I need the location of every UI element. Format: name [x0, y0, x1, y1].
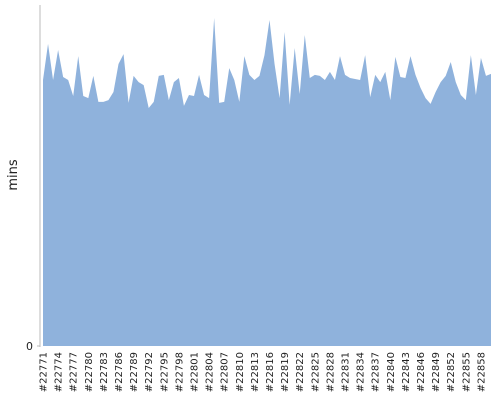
x-tick-label: #22771: [39, 352, 50, 392]
x-tick-label: #22831: [341, 352, 352, 392]
x-tick-label: #22837: [371, 352, 382, 392]
x-tick-label: #22849: [431, 352, 442, 392]
x-tick-label: #22816: [265, 352, 276, 392]
x-tick-label: #22846: [416, 352, 427, 392]
x-tick-label: #22777: [69, 352, 80, 392]
x-tick-label: #22783: [99, 352, 110, 392]
x-tick-label: #22774: [54, 352, 65, 392]
x-tick-label: #22798: [174, 352, 185, 392]
x-tick-label: #22813: [250, 352, 261, 392]
x-tick-label: #22801: [190, 352, 201, 392]
x-tick-label: #22780: [84, 352, 95, 392]
x-tick-label: #22789: [129, 352, 140, 392]
area: [43, 17, 491, 346]
x-tick-label: #22807: [220, 352, 231, 392]
x-tick-label: #22810: [235, 352, 246, 392]
x-tick-label: #22786: [114, 352, 125, 392]
x-tick-label: #22825: [310, 352, 321, 392]
x-tick-label: #22855: [461, 352, 472, 392]
x-tick-label: #22795: [159, 352, 170, 392]
x-tick-label: #22828: [325, 352, 336, 392]
x-tick-label: #22822: [295, 352, 306, 392]
x-tick-label: #22804: [205, 352, 216, 392]
x-tick-label: #22819: [280, 352, 291, 392]
x-tick-label: #22843: [401, 352, 412, 392]
y-axis-label: mins: [6, 159, 21, 191]
x-tick-label: #22852: [446, 352, 457, 392]
x-tick-label: #22840: [386, 352, 397, 392]
x-tick-label: #22834: [356, 352, 367, 392]
x-tick-label: #22858: [476, 352, 487, 392]
y-tick-label: 0: [26, 340, 33, 353]
x-tick-label: #22792: [144, 352, 155, 392]
